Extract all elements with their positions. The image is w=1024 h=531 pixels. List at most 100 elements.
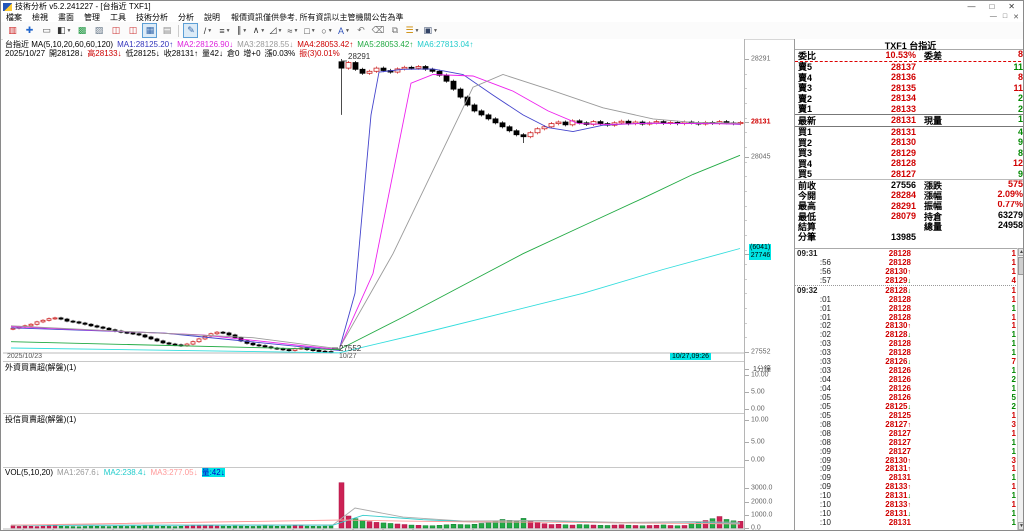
info-segment: 高28133↓	[87, 49, 122, 58]
tape-row: :08 28127 1	[795, 429, 1018, 438]
tape-volume: 1	[1011, 366, 1016, 376]
volume-panel[interactable]: VOL(5,10,20) MA1:267.6↓ MA2:238.4↓ MA3:277.…	[3, 467, 744, 531]
minor-tick	[745, 146, 747, 148]
sub2-tick: 5.00	[751, 438, 765, 446]
speaker-icon[interactable]: ◧ ▼	[57, 25, 72, 35]
menu-item-分析[interactable]: 分析	[178, 12, 194, 22]
tape-price: 28128	[888, 312, 911, 322]
tick-mark	[745, 515, 749, 516]
circle-icon[interactable]: ○ ▼	[321, 25, 333, 36]
tape-volume: 1	[1011, 473, 1016, 483]
scroll-up-arrow[interactable]: ▲	[1018, 248, 1024, 256]
svg-text:27552: 27552	[339, 344, 362, 353]
chart-area[interactable]: 台指近 MA(5,10,20,60,60,120) MA1:28125.20↑ MA…	[3, 39, 744, 531]
candle-chart-icon[interactable]: ◫	[111, 25, 121, 35]
row-price: 28079	[890, 211, 916, 222]
menu-item-管理[interactable]: 管理	[84, 12, 100, 22]
minimize-button[interactable]: —	[967, 2, 976, 11]
tape-row: :09 28127 1	[795, 447, 1018, 456]
layout-bars-icon[interactable]: ☰ ▼	[405, 25, 420, 35]
tape-price: 28128	[888, 257, 911, 267]
scroll-thumb[interactable]	[1018, 257, 1023, 275]
bid-row[interactable]: 買4 28128 12	[795, 158, 1023, 168]
copy-icon[interactable]: ⧉	[391, 25, 399, 35]
tape-volume: 1	[1011, 509, 1016, 519]
tape-time: 09:31	[797, 248, 818, 258]
tape-volume: 3	[1011, 455, 1016, 465]
tick-mark	[745, 122, 749, 124]
tape-row: :04 28126 2	[795, 375, 1018, 384]
report-icon[interactable]: ▤	[162, 25, 172, 35]
wave-icon[interactable]: ≈ ▼	[287, 25, 299, 36]
add-chart-icon[interactable]: ✚	[25, 25, 34, 35]
menu-item-工具[interactable]: 工具	[110, 12, 126, 22]
scroll-down-arrow[interactable]: ▼	[1018, 522, 1024, 530]
bid-row[interactable]: 買2 28130 9	[795, 137, 1023, 148]
grid-chart-icon[interactable]: ▦	[142, 23, 158, 38]
price-tick: 28291	[751, 55, 771, 63]
mdi-control-2[interactable]: ✕	[1013, 14, 1019, 21]
row-price: 28284	[890, 190, 916, 201]
ask-row[interactable]: 賣4 28136 8	[795, 72, 1023, 82]
matrix-gray-icon[interactable]: ▨	[94, 25, 104, 35]
channel-icon[interactable]: ≡ ▼	[219, 25, 231, 36]
bid-row[interactable]: 買3 28129 8	[795, 147, 1023, 158]
save-icon[interactable]: ▣ ▼	[423, 25, 438, 35]
menu-item-畫面[interactable]: 畫面	[58, 12, 74, 22]
tape-volume: 1	[1011, 482, 1016, 492]
down-arrow-icon: ↓	[907, 287, 912, 295]
tape-time: :01	[819, 303, 831, 313]
bid-row[interactable]: 買5 28127 9	[795, 168, 1023, 179]
eraser-icon[interactable]: ⌫	[371, 25, 385, 35]
row-label2	[924, 93, 1018, 103]
row-price: 28127	[890, 168, 916, 179]
menu-item-技術分析[interactable]: 技術分析	[136, 12, 168, 22]
foreign-investor-panel[interactable]: 外資買賣超(解盤)(1)	[3, 361, 744, 414]
menu-item-說明[interactable]: 說明	[204, 12, 220, 22]
ask-row[interactable]: 賣1 28133 2	[795, 104, 1023, 114]
row-value2: 9	[1017, 137, 1023, 148]
maximize-button[interactable]: □	[989, 2, 995, 11]
close-button[interactable]: ✕	[1008, 2, 1015, 11]
vertical-lines-icon[interactable]: ∥ ▼	[236, 25, 248, 35]
tape-price: 28131↑	[885, 464, 911, 474]
trendline-icon[interactable]: / ▼	[203, 25, 213, 36]
info-segment: MA6:27813.04↑	[417, 40, 474, 49]
chart-stack-icon[interactable]: ▥	[8, 25, 17, 35]
rectangle-icon[interactable]: □ ▼	[304, 25, 316, 36]
undo-icon[interactable]: ↶	[357, 25, 365, 35]
window-icon[interactable]: ▭	[42, 25, 51, 35]
tape-row: :03 28126↓ 7	[795, 357, 1018, 366]
tape-volume: 1	[1011, 312, 1016, 322]
ask-row[interactable]: 賣3 28135 11	[795, 83, 1023, 93]
bid-row[interactable]: 買1 28131 4	[795, 127, 1023, 137]
menu-item-檔案[interactable]: 檔案	[6, 12, 22, 22]
tape-price: 28131↓	[885, 509, 911, 519]
menu-item-檢視[interactable]: 檢視	[32, 12, 48, 22]
row-value2: 8	[1017, 147, 1023, 158]
tape-row: :05 28125↓ 2	[795, 402, 1018, 411]
mdi-control-1[interactable]: □	[1002, 13, 1008, 20]
volume-chart[interactable]	[3, 478, 744, 531]
candle-chart2-icon[interactable]: ◫	[128, 25, 138, 35]
tape-price: 28128↓	[885, 285, 912, 295]
time-and-sales-list[interactable]: 09:31 28128 1:56 28128 1:56 28130↑ 1:57 28129↓ 4…	[795, 248, 1018, 530]
down-arrow-icon: ↓	[907, 493, 912, 501]
fan-icon[interactable]: ∧ ▼	[252, 25, 266, 35]
ask-row[interactable]: 賣5 28137 11	[795, 62, 1023, 72]
gann-icon[interactable]: ◿ ▼	[269, 25, 283, 35]
ask-row[interactable]: 賣2 28134 2	[795, 93, 1023, 103]
tape-price: 28127	[888, 446, 911, 456]
quote-disclaimer: 報價資訊僅供參考, 所有資訊以主管機關公告為準	[231, 12, 404, 22]
tape-time: :09	[819, 473, 831, 483]
minor-tick	[745, 278, 747, 280]
draw-icon[interactable]: ✎	[183, 23, 199, 38]
tape-time: :10	[819, 509, 831, 519]
tape-time: :04	[819, 384, 831, 394]
matrix-green-icon[interactable]: ▩	[77, 25, 87, 35]
tape-scrollbar[interactable]: ▲ ▼	[1017, 248, 1024, 530]
investment-trust-panel[interactable]: 投信買賣超(解盤)(1)	[3, 413, 744, 468]
main-candle-chart[interactable]: 28291 27552	[3, 39, 744, 354]
mdi-control-0[interactable]: —	[989, 13, 997, 20]
text-icon[interactable]: A ▼	[337, 25, 350, 36]
